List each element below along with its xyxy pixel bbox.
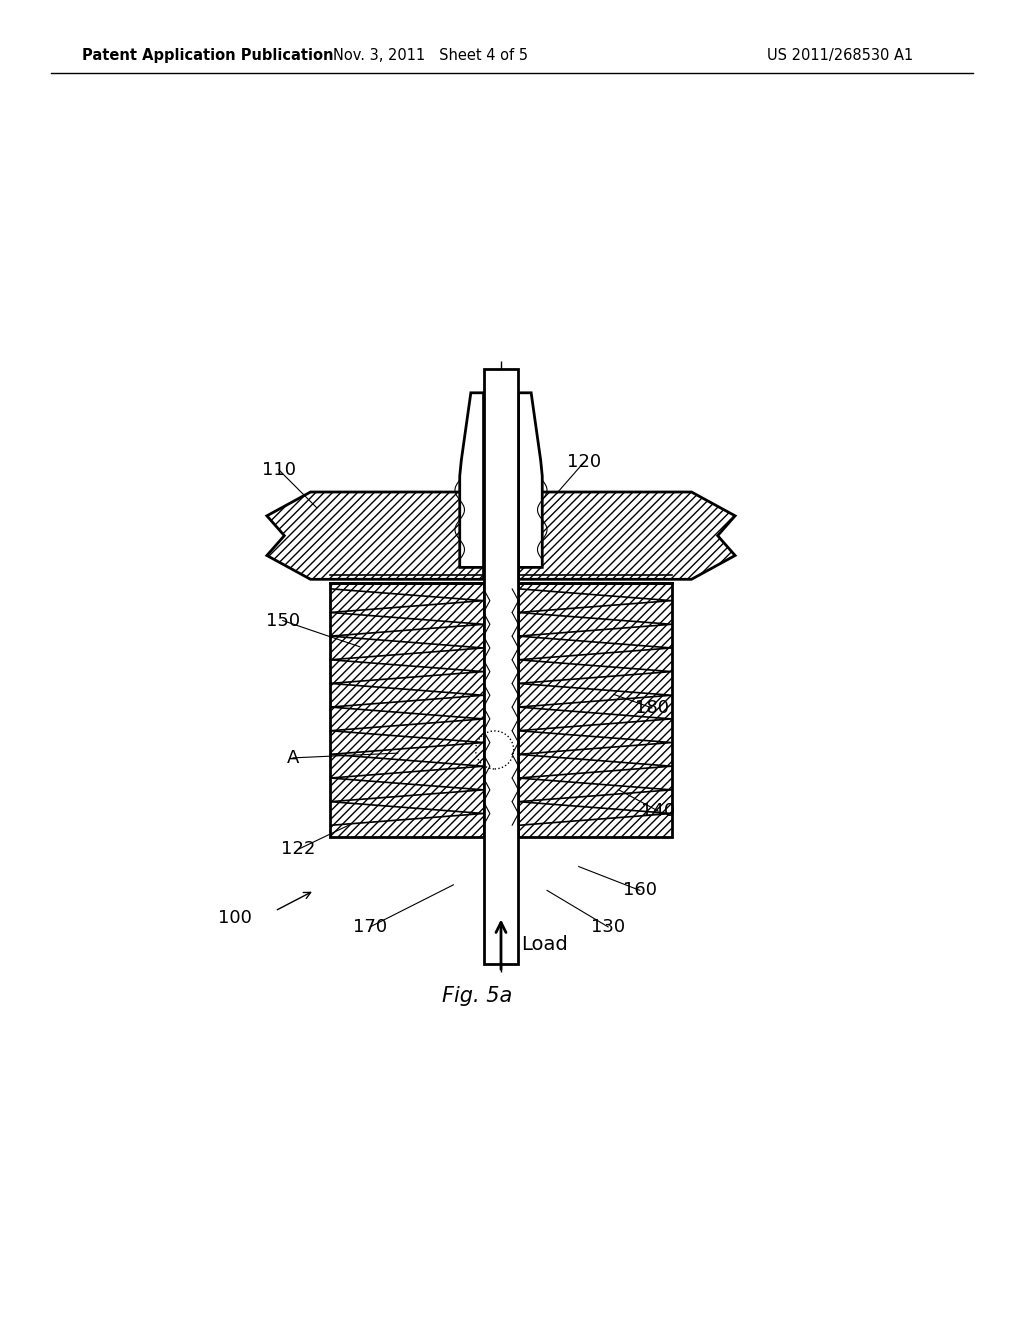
Text: Patent Application Publication: Patent Application Publication	[82, 48, 334, 63]
Text: 180: 180	[635, 698, 669, 717]
Text: US 2011/268530 A1: US 2011/268530 A1	[767, 48, 912, 63]
Text: Nov. 3, 2011   Sheet 4 of 5: Nov. 3, 2011 Sheet 4 of 5	[333, 48, 527, 63]
Text: Load: Load	[521, 935, 567, 954]
Text: 130: 130	[591, 917, 626, 936]
Polygon shape	[518, 492, 735, 579]
Text: 122: 122	[282, 840, 315, 858]
Text: 110: 110	[262, 461, 296, 479]
Text: 150: 150	[265, 611, 300, 630]
Polygon shape	[331, 583, 483, 837]
Text: A: A	[287, 748, 299, 767]
Text: 100: 100	[218, 909, 252, 927]
Polygon shape	[460, 393, 483, 568]
Text: 120: 120	[567, 453, 601, 471]
Text: Fig. 5a: Fig. 5a	[442, 986, 512, 1006]
Bar	[483, 370, 518, 964]
Polygon shape	[267, 492, 483, 579]
Text: 140: 140	[641, 803, 675, 820]
Polygon shape	[518, 583, 672, 837]
Polygon shape	[518, 393, 543, 568]
Text: 170: 170	[353, 917, 387, 936]
Text: 160: 160	[623, 882, 656, 899]
